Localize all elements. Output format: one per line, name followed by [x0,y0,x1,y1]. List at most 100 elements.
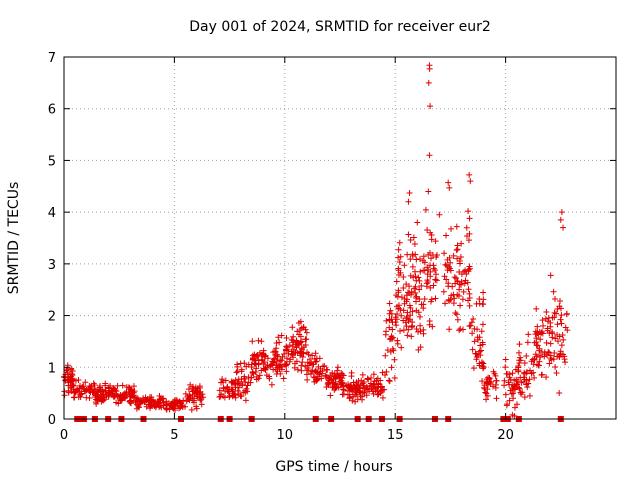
data-point [163,405,170,412]
data-point [407,312,414,319]
data-point [490,368,497,375]
data-point [425,251,432,258]
data-point [458,240,465,247]
data-point [141,399,148,406]
data-point [185,386,192,393]
data-point [393,292,400,299]
data-point [493,377,500,384]
data-point [143,403,150,410]
data-point [479,300,486,307]
data-point [264,362,271,369]
data-point [194,385,201,392]
data-point [560,224,567,231]
data-point [427,284,434,291]
data-point [324,366,331,373]
data-point [515,378,522,385]
data-point [409,252,416,259]
data-point [424,279,431,286]
data-point [411,241,418,248]
data-point [427,103,434,110]
data-point [405,231,412,238]
data-point [556,353,563,360]
data-point [523,377,530,384]
data-point [483,390,490,397]
data-point [92,399,99,406]
data-point [448,225,455,232]
data-point [476,348,483,355]
data-point [469,346,476,353]
data-point [558,342,565,349]
data-point [560,336,567,343]
data-point [473,351,480,358]
data-point [88,383,95,390]
data-point [398,312,405,319]
data-point [538,372,545,379]
data-point [454,246,461,253]
data-point [453,311,460,318]
data-point [464,279,471,286]
data-point [72,389,79,396]
data-point [233,369,240,376]
data-point [415,274,422,281]
data-point [94,395,101,402]
data-point [527,367,534,374]
data-point [490,383,496,390]
data-point [557,316,564,323]
data-point [354,396,361,403]
data-point [382,371,389,378]
data-point [394,340,401,347]
data-point [69,382,76,389]
x-tick-label: 0 [60,428,68,443]
y-tick-label: 1 [48,361,56,376]
data-point [308,360,315,367]
data-point [309,361,316,368]
data-point [193,405,200,412]
data-point [68,373,75,380]
data-point [325,377,332,384]
data-point [358,377,365,384]
data-point [282,360,289,367]
data-point [535,362,542,369]
data-point [466,230,473,237]
data-point [262,366,269,373]
data-point [221,394,228,401]
data-point [552,363,559,370]
data-point [457,254,464,261]
data-point [323,384,330,391]
data-point [426,152,433,159]
data-point [417,328,424,335]
data-point [492,372,499,379]
data-point [423,283,430,290]
data-point [443,276,450,283]
data-point [466,265,473,272]
data-point [418,282,425,289]
data-point [479,321,486,328]
data-point [502,356,509,363]
y-tick-label: 0 [48,413,56,428]
data-point [480,364,487,371]
data-point [266,375,273,382]
data-point [478,359,485,366]
data-point [98,388,105,395]
data-point [511,404,518,411]
data-point [417,268,424,275]
data-point [273,371,280,378]
data-point [465,208,472,215]
data-point [77,394,84,401]
data-point [467,178,474,185]
data-point [515,349,522,356]
data-point [349,385,356,392]
data-point [534,323,541,330]
data-point [71,394,78,401]
data-point [479,341,486,348]
data-point [235,391,242,398]
data-point [562,324,569,331]
data-point [292,349,299,356]
data-point [297,350,304,357]
data-point [452,310,459,317]
data-point [386,336,393,343]
data-point [441,250,448,257]
data-point [426,318,433,325]
data-point [305,351,312,358]
data-point [395,246,402,253]
